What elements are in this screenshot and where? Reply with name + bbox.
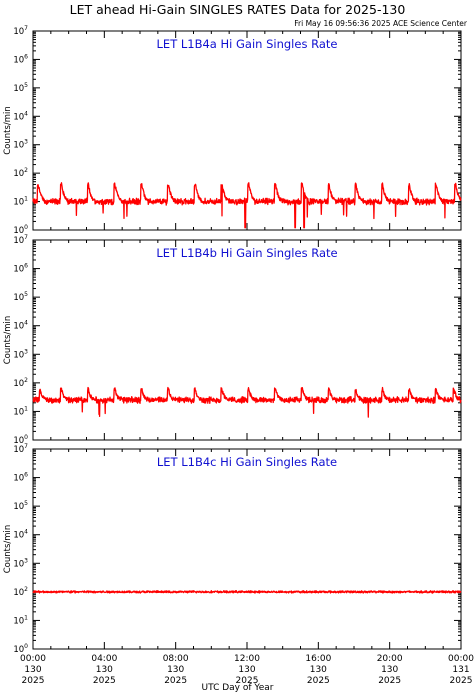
y-tick-label: 106 bbox=[13, 53, 28, 65]
x-tick-label-time: 08:00 bbox=[163, 654, 189, 664]
y-tick-label: 106 bbox=[13, 263, 28, 275]
x-tick-label-doy: 130 bbox=[96, 665, 113, 675]
x-tick-label-time: 20:00 bbox=[377, 654, 403, 664]
y-tick-label: 100 bbox=[13, 224, 28, 236]
panel-title: LET L1B4b Hi Gain Singles Rate bbox=[156, 246, 337, 260]
x-tick-label-doy: 130 bbox=[167, 665, 184, 675]
y-tick-label: 101 bbox=[13, 614, 28, 626]
x-tick-label-time: 00:00 bbox=[448, 654, 474, 664]
x-tick-label-doy: 130 bbox=[238, 665, 255, 675]
y-axis-label: Counts/min bbox=[3, 106, 13, 155]
panel-title: LET L1B4c Hi Gain Singles Rate bbox=[157, 455, 337, 469]
y-tick-label: 105 bbox=[13, 500, 28, 512]
x-tick-label-doy: 130 bbox=[310, 665, 327, 675]
chart-panel-3: 100 101 102 103 104 105 106 107 Counts/min LET L1… bbox=[3, 443, 474, 686]
x-tick-label-time: 00:00 bbox=[20, 654, 46, 664]
x-tick-label-time: 12:00 bbox=[234, 654, 260, 664]
chart-panel-2: 100 101 102 103 104 105 106 107 Counts/min LET L1… bbox=[3, 234, 462, 446]
y-tick-label: 106 bbox=[13, 472, 28, 484]
x-tick-label-year: 2025 bbox=[378, 676, 401, 686]
x-tick-label-year: 2025 bbox=[307, 676, 330, 686]
y-tick-label: 107 bbox=[13, 443, 28, 455]
y-tick-label: 104 bbox=[13, 320, 28, 332]
chart-panel-1: 100 101 102 103 104 105 106 107 Counts/min LET L1… bbox=[3, 25, 462, 236]
y-tick-label: 103 bbox=[13, 348, 28, 360]
plot-frame bbox=[32, 239, 462, 441]
page-title: LET ahead Hi-Gain SINGLES RATES Data for… bbox=[69, 2, 406, 17]
x-tick-label-year: 2025 bbox=[164, 676, 187, 686]
x-tick-label-doy: 130 bbox=[24, 665, 41, 675]
y-tick-label: 101 bbox=[13, 196, 28, 208]
series-line bbox=[32, 590, 462, 594]
x-tick-label-time: 04:00 bbox=[91, 654, 117, 664]
y-tick-label: 105 bbox=[13, 82, 28, 94]
y-tick-label: 107 bbox=[13, 25, 28, 37]
y-tick-label: 105 bbox=[13, 291, 28, 303]
x-tick-label-year: 2025 bbox=[22, 676, 45, 686]
x-tick-label-doy: 131 bbox=[452, 665, 469, 675]
y-tick-label: 103 bbox=[13, 557, 28, 569]
plot-frame bbox=[32, 448, 462, 650]
x-tick-label-time: 16:00 bbox=[305, 654, 331, 664]
y-tick-label: 101 bbox=[13, 405, 28, 417]
y-tick-label: 100 bbox=[13, 643, 28, 655]
x-axis-title: UTC Day of Year bbox=[201, 683, 274, 693]
y-tick-label: 103 bbox=[13, 139, 28, 151]
series-line bbox=[32, 182, 462, 229]
x-tick-label-year: 2025 bbox=[93, 676, 116, 686]
x-tick-label-year: 2025 bbox=[450, 676, 473, 686]
y-axis-label: Counts/min bbox=[3, 525, 13, 574]
x-tick-label-doy: 130 bbox=[381, 665, 398, 675]
y-tick-label: 102 bbox=[13, 586, 28, 598]
y-tick-label: 107 bbox=[13, 234, 28, 246]
panel-title: LET L1B4a Hi Gain Singles Rate bbox=[157, 37, 338, 51]
y-tick-label: 104 bbox=[13, 110, 28, 122]
x-tick-label-year: 2025 bbox=[236, 676, 259, 686]
y-tick-label: 100 bbox=[13, 434, 28, 446]
series-line bbox=[32, 386, 462, 418]
y-axis-label: Counts/min bbox=[3, 316, 13, 365]
y-tick-label: 102 bbox=[13, 167, 28, 179]
generation-timestamp: Fri May 16 09:56:36 2025 ACE Science Cen… bbox=[294, 19, 467, 28]
y-tick-label: 102 bbox=[13, 377, 28, 389]
y-tick-label: 104 bbox=[13, 529, 28, 541]
